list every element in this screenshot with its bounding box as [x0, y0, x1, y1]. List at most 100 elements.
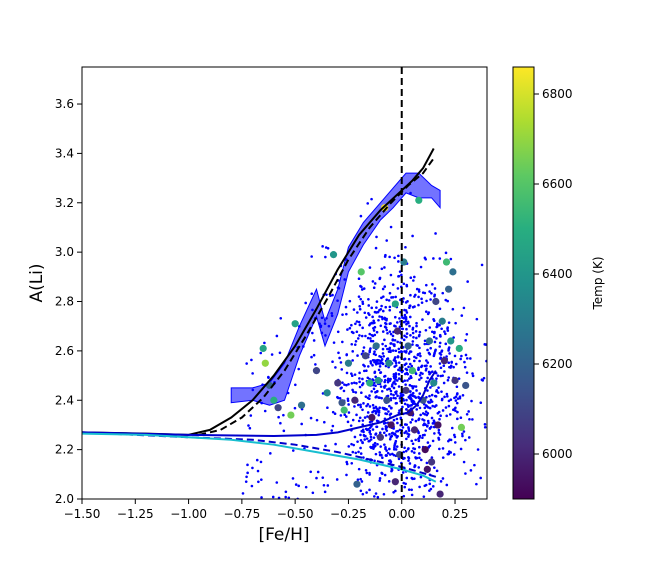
- scatter-point: [405, 322, 408, 326]
- scatter-point: [431, 439, 435, 443]
- scatter-point: [402, 297, 405, 300]
- scatter-point: [260, 496, 263, 499]
- scatter-point: [388, 305, 392, 309]
- scatter-point: [438, 417, 441, 421]
- scatter-point: [397, 372, 401, 376]
- scatter-point: [355, 320, 359, 323]
- scatter-point: [399, 416, 403, 420]
- scatter-point: [465, 357, 469, 360]
- scatter-point: [449, 398, 453, 401]
- scatter-point: [434, 395, 438, 398]
- scatter-point: [382, 295, 385, 298]
- scatter-point: [395, 417, 399, 421]
- scatter-point: [436, 391, 440, 394]
- scatter-point: [405, 408, 408, 411]
- scatter-point: [470, 399, 473, 403]
- scatter-point: [388, 308, 392, 312]
- scatter-point: [480, 263, 484, 267]
- scatter-point: [437, 428, 441, 432]
- scatter-point: [394, 377, 397, 381]
- scatter-point: [432, 335, 436, 339]
- scatter-point: [403, 313, 407, 317]
- scatter-point: [379, 445, 383, 448]
- scatter-point: [368, 430, 372, 434]
- scatter-point: [433, 293, 437, 297]
- scatter-point: [380, 453, 383, 457]
- scatter-point: [414, 330, 418, 333]
- scatter-point: [409, 374, 413, 378]
- temp-point: [357, 268, 365, 276]
- scatter-point: [339, 387, 343, 390]
- scatter-point: [469, 357, 472, 360]
- scatter-point: [369, 435, 373, 439]
- scatter-point: [476, 448, 480, 451]
- scatter-point: [452, 453, 456, 456]
- scatter-point: [445, 414, 448, 418]
- scatter-point: [279, 421, 282, 425]
- scatter-point: [407, 429, 411, 432]
- scatter-point: [450, 360, 453, 364]
- scatter-point: [360, 391, 363, 395]
- scatter-point: [388, 459, 391, 463]
- scatter-point: [425, 425, 429, 428]
- scatter-point: [411, 418, 414, 421]
- scatter-point: [357, 320, 361, 324]
- scatter-point: [428, 482, 432, 486]
- scatter-point: [360, 334, 364, 338]
- scatter-point: [423, 342, 427, 346]
- scatter-point: [347, 403, 350, 406]
- scatter-point: [357, 419, 361, 423]
- scatter-point: [322, 483, 326, 487]
- scatter-point: [429, 487, 433, 491]
- temp-point: [334, 379, 342, 387]
- scatter-point: [455, 393, 459, 396]
- scatter-point: [380, 304, 383, 308]
- scatter-point: [372, 409, 376, 413]
- scatter-point: [460, 354, 463, 358]
- scatter-point: [389, 225, 393, 229]
- scatter-point: [465, 371, 469, 374]
- scatter-point: [342, 389, 346, 393]
- scatter-point: [379, 371, 383, 374]
- scatter-point: [368, 266, 372, 269]
- scatter-point: [359, 438, 363, 442]
- scatter-point: [393, 380, 396, 383]
- scatter-point: [463, 365, 467, 369]
- scatter-point: [361, 429, 365, 433]
- plot-area: [82, 67, 487, 499]
- scatter-point: [388, 437, 392, 441]
- scatter-point: [453, 433, 456, 437]
- scatter-point: [357, 295, 361, 298]
- scatter-point: [380, 389, 384, 393]
- scatter-point: [388, 404, 391, 408]
- scatter-point: [423, 291, 427, 295]
- scatter-point: [367, 312, 370, 315]
- scatter-point: [393, 256, 396, 260]
- scatter-point: [411, 331, 415, 335]
- temp-point: [410, 426, 419, 434]
- scatter-point: [260, 478, 263, 481]
- scatter-point: [293, 406, 297, 410]
- scatter-point: [336, 395, 339, 399]
- scatter-point: [277, 496, 281, 499]
- temp-point: [442, 258, 451, 266]
- scatter-point: [431, 485, 435, 488]
- scatter-point: [396, 421, 399, 425]
- scatter-point: [393, 315, 397, 319]
- scatter-point: [324, 246, 328, 249]
- scatter-point: [430, 291, 433, 295]
- scatter-point: [319, 324, 323, 328]
- scatter-point: [361, 326, 364, 330]
- scatter-point: [357, 450, 360, 454]
- scatter-point: [389, 406, 393, 410]
- scatter-point: [334, 366, 337, 369]
- scatter-point: [420, 301, 424, 304]
- scatter-point: [300, 422, 303, 426]
- scatter-point: [360, 480, 364, 483]
- scatter-point: [380, 315, 384, 319]
- scatter-point: [417, 466, 421, 469]
- scatter-point: [247, 424, 250, 427]
- scatter-point: [259, 351, 263, 355]
- scatter-point: [424, 429, 428, 432]
- scatter-point: [330, 314, 334, 318]
